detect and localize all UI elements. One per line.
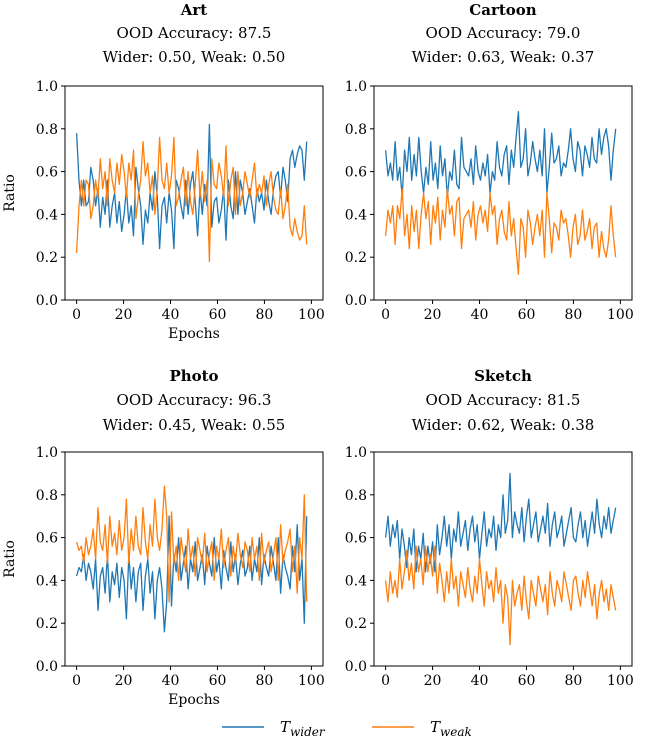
x-axis-label: Epochs [168, 692, 220, 708]
y-tick-label: 0.4 [36, 207, 58, 223]
x-tick-label: 80 [256, 307, 274, 323]
x-tick-label: 100 [298, 307, 325, 323]
y-tick-label: 0.0 [345, 659, 367, 675]
series-line-wider [384, 111, 617, 198]
x-tick-label: 40 [471, 307, 489, 323]
y-tick-label: 1.0 [36, 445, 58, 461]
x-tick-label: 20 [115, 307, 133, 323]
legend-label-weak: Tweak [430, 718, 472, 739]
chart-subtitle: Wider: 0.62, Weak: 0.38 [412, 416, 595, 434]
y-tick-label: 1.0 [36, 79, 58, 95]
x-tick-label: 60 [518, 673, 536, 689]
legend-label-wider: Twider [280, 718, 326, 739]
y-tick-label: 0.8 [345, 488, 367, 504]
x-tick-label: 60 [209, 307, 227, 323]
axes-frame [373, 85, 633, 301]
y-tick-label: 0.2 [345, 250, 367, 266]
x-tick-label: 0 [381, 307, 390, 323]
chart-subtitle: OOD Accuracy: 81.5 [426, 391, 581, 409]
axes-frame [64, 85, 324, 301]
legend-subscript-weak: weak [440, 725, 472, 739]
x-tick-label: 80 [565, 673, 583, 689]
y-tick-label: 0.6 [345, 165, 367, 181]
x-tick-label: 60 [209, 673, 227, 689]
y-axis-label: Ratio [2, 174, 18, 212]
y-tick-label: 0.4 [345, 207, 367, 223]
series-line-weak [75, 136, 308, 263]
chart-panel: Photo OOD Accuracy: 96.3 Wider: 0.45, Weak… [2, 367, 325, 708]
y-tick-label: 0.4 [36, 573, 58, 589]
x-tick-label: 100 [607, 307, 634, 323]
y-tick-label: 1.0 [345, 79, 367, 95]
x-tick-label: 80 [256, 673, 274, 689]
chart-title: Sketch [474, 367, 532, 385]
y-axis-label: Ratio [2, 540, 18, 578]
chart-subtitle: OOD Accuracy: 79.0 [426, 24, 581, 42]
y-tick-label: 1.0 [345, 445, 367, 461]
axes-frame [64, 451, 324, 667]
axes-frame [373, 451, 633, 667]
series-line-wider [75, 123, 308, 250]
legend: Twider Tweak [222, 718, 472, 739]
legend-subscript-wider: wider [290, 725, 326, 739]
series-line-wider [75, 515, 308, 633]
x-tick-label: 40 [471, 673, 489, 689]
series-line-weak [75, 485, 308, 603]
y-tick-label: 0.0 [345, 293, 367, 309]
x-tick-label: 80 [565, 307, 583, 323]
x-tick-label: 20 [115, 673, 133, 689]
x-tick-label: 0 [72, 307, 81, 323]
x-tick-label: 100 [298, 673, 325, 689]
y-tick-label: 0.4 [345, 573, 367, 589]
y-tick-label: 0.8 [345, 122, 367, 138]
y-tick-label: 0.2 [345, 616, 367, 632]
series-line-wider [384, 472, 617, 573]
x-tick-label: 0 [72, 673, 81, 689]
chart-subtitle: OOD Accuracy: 87.5 [117, 24, 272, 42]
x-tick-label: 100 [607, 673, 634, 689]
chart-title: Photo [169, 367, 218, 385]
x-tick-label: 20 [424, 307, 442, 323]
chart-subtitle: Wider: 0.45, Weak: 0.55 [103, 416, 286, 434]
x-tick-label: 40 [162, 673, 180, 689]
chart-title: Cartoon [469, 1, 536, 19]
x-axis-label: Epochs [168, 326, 220, 342]
chart-subtitle: Wider: 0.50, Weak: 0.50 [103, 48, 286, 66]
y-tick-label: 0.0 [36, 659, 58, 675]
x-tick-label: 40 [162, 307, 180, 323]
y-tick-label: 0.2 [36, 616, 58, 632]
y-tick-label: 0.0 [36, 293, 58, 309]
y-tick-label: 0.2 [36, 250, 58, 266]
y-tick-label: 0.8 [36, 488, 58, 504]
x-tick-label: 20 [424, 673, 442, 689]
chart-panel: Art OOD Accuracy: 87.5 Wider: 0.50, Weak: … [2, 1, 325, 342]
chart-subtitle: OOD Accuracy: 96.3 [117, 391, 272, 409]
y-tick-label: 0.6 [345, 531, 367, 547]
y-tick-label: 0.6 [36, 165, 58, 181]
x-tick-label: 60 [518, 307, 536, 323]
y-tick-label: 0.8 [36, 122, 58, 138]
x-tick-label: 0 [381, 673, 390, 689]
chart-subtitle: Wider: 0.63, Weak: 0.37 [412, 48, 595, 66]
chart-title: Art [180, 1, 208, 19]
series-line-weak [384, 545, 617, 646]
series-line-weak [384, 188, 617, 275]
y-tick-label: 0.6 [36, 531, 58, 547]
chart-panel: Cartoon OOD Accuracy: 79.0 Wider: 0.63, We… [345, 1, 634, 323]
chart-panel: Sketch OOD Accuracy: 81.5 Wider: 0.62, Wea… [345, 367, 634, 689]
